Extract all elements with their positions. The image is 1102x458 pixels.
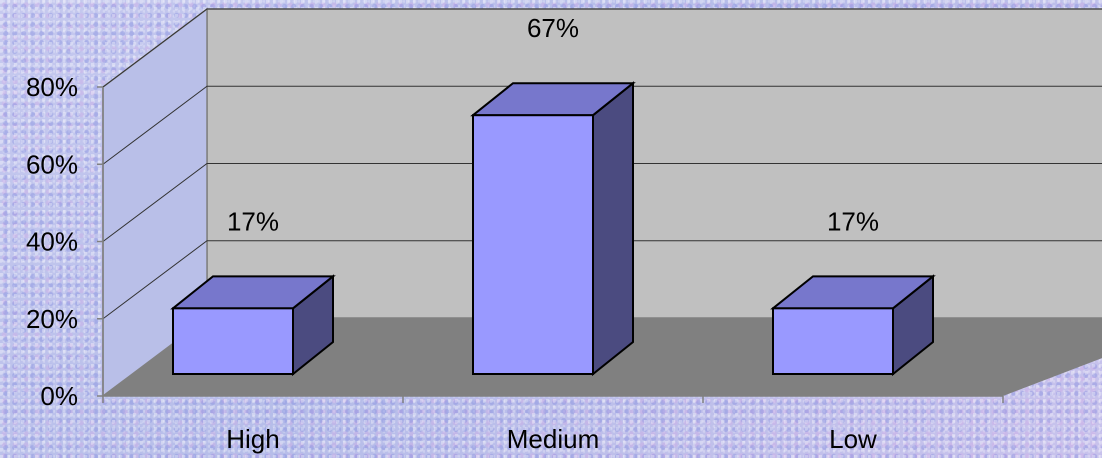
y-tick-label: 0%	[40, 381, 78, 411]
data-label: 17%	[827, 206, 879, 236]
bar-medium	[473, 83, 633, 374]
x-tick-label: Medium	[507, 424, 599, 454]
bar-high	[173, 276, 333, 374]
data-label: 17%	[227, 206, 279, 236]
bar-front-face	[173, 308, 293, 374]
x-tick-label: High	[226, 424, 279, 454]
y-tick-label: 60%	[26, 149, 78, 179]
data-label: 67%	[527, 13, 579, 43]
y-tick-label: 80%	[26, 72, 78, 102]
y-tick-label: 20%	[26, 304, 78, 334]
y-tick-label: 40%	[26, 227, 78, 257]
bar-front-face	[773, 308, 893, 374]
bar-front-face	[473, 115, 593, 374]
bar-low	[773, 276, 933, 374]
bar-side-face	[593, 83, 633, 374]
x-tick-label: Low	[829, 424, 877, 454]
